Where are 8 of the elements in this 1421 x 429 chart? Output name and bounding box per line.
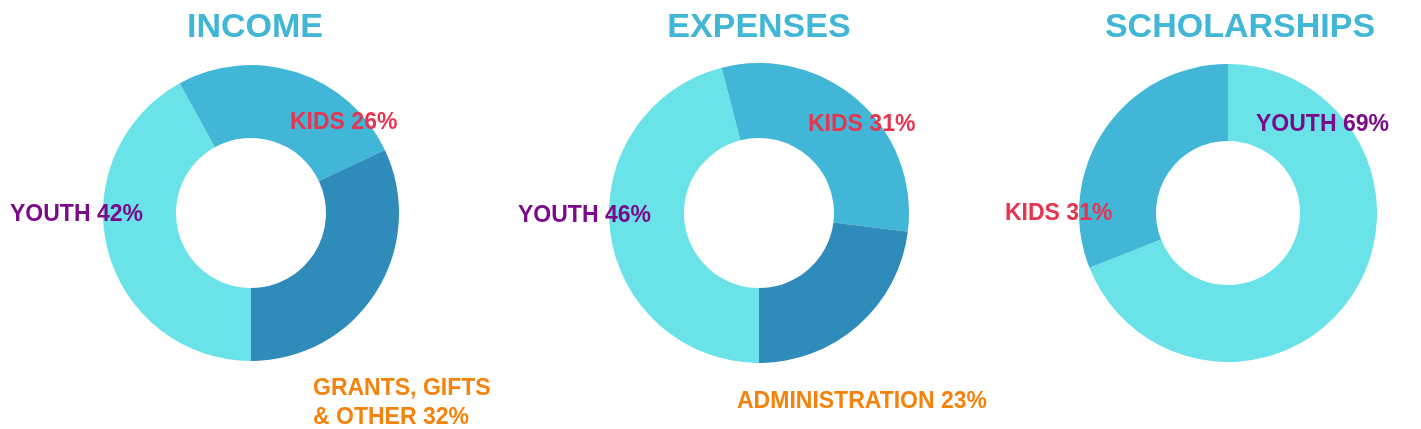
slice-label: GRANTS, GIFTS & OTHER 32% <box>313 374 491 429</box>
donut-slice <box>759 222 908 363</box>
slice-label: YOUTH 69% <box>1256 110 1389 136</box>
slice-label: ADMINISTRATION 23% <box>737 387 988 413</box>
donut-slice <box>251 149 399 361</box>
chart-title: EXPENSES <box>667 6 851 44</box>
chart-title: SCHOLARSHIPS <box>1104 6 1376 44</box>
chart-title: INCOME <box>187 6 323 44</box>
